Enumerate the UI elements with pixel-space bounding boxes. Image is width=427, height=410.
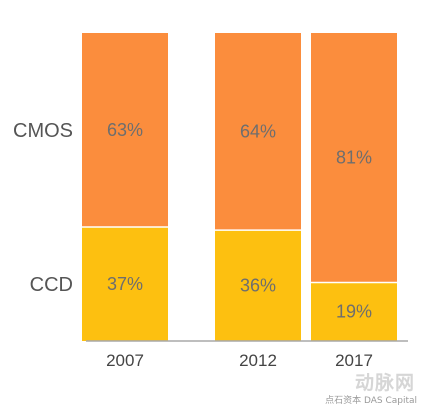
row-label-cmos: CMOS <box>13 120 73 142</box>
bar-group <box>82 33 397 341</box>
x-tick-label: 2007 <box>106 351 144 370</box>
bar-ccd-2012 <box>215 230 301 341</box>
bar-ccd-2007 <box>82 227 168 341</box>
bar-cmos-2012 <box>215 33 301 231</box>
data-label-ccd-2007: 37% <box>107 274 143 294</box>
row-label-ccd: CCD <box>30 274 73 296</box>
x-tick-label: 2012 <box>239 351 277 370</box>
watermark-logo: 动脉网 <box>354 372 415 394</box>
watermark: 动脉网 点石资本 DAS Capital <box>301 366 421 406</box>
data-label-cmos-2017: 81% <box>336 148 372 168</box>
watermark-text: 点石资本 DAS Capital <box>325 396 417 406</box>
data-label-ccd-2017: 19% <box>336 302 372 322</box>
data-label-cmos-2007: 63% <box>107 120 143 140</box>
x-tick-label: 2017 <box>335 351 373 370</box>
x-axis-ticks: 2007 2012 2017 <box>106 351 373 370</box>
bar-cmos-2007 <box>82 33 168 228</box>
bar-cmos-2017 <box>311 33 397 283</box>
segment-labels: 37% 63% 36% 64% 19% 81% <box>107 120 372 322</box>
series-row-labels: CCD CMOS <box>13 120 73 296</box>
data-label-ccd-2012: 36% <box>240 276 276 296</box>
data-label-cmos-2012: 64% <box>240 122 276 142</box>
bar-ccd-2017 <box>311 282 397 341</box>
